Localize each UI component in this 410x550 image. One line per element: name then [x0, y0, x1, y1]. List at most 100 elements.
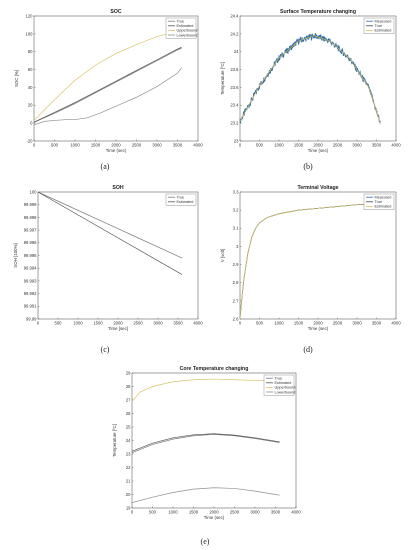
legend-entry: Lowerbound	[177, 33, 198, 37]
chart-title: Surface Temperature changing	[280, 9, 356, 15]
series-line-estimated	[131, 433, 280, 452]
x-tick-label: 1500	[294, 321, 304, 326]
x-axis-label: Time [sec]	[108, 326, 128, 331]
x-tick-label: 1000	[73, 321, 83, 326]
y-tick-label: 26	[126, 411, 131, 416]
y-tick-label: 100	[26, 31, 34, 36]
legend-entry: Measured	[375, 196, 392, 200]
x-tick-label: 0	[239, 321, 242, 326]
y-tick-label: 29	[126, 370, 131, 375]
legend-entry: Upperbound	[177, 29, 198, 33]
y-tick-label: 99.996	[24, 240, 37, 245]
x-tick-label: 0	[131, 510, 134, 515]
x-tick-label: 4000	[291, 510, 301, 515]
y-tick-label: 3.3	[233, 189, 239, 194]
legend-entry: Estimated	[177, 200, 194, 204]
y-tick-label: 25	[126, 424, 131, 429]
chart-terminal-voltage: Terminal Voltage 0 500 1000 1500 2000 2500 3000…	[220, 185, 401, 331]
x-tick-label: 3500	[173, 143, 183, 148]
y-tick-label: 99.998	[24, 215, 37, 220]
y-tick-label: 0	[30, 121, 33, 126]
y-tick-label: 99.99	[26, 316, 37, 321]
y-tick-label: 3.1	[233, 226, 239, 231]
chart-title: Core Temperature changing	[180, 366, 249, 372]
series-line-estimated	[37, 191, 183, 275]
y-tick-label: 40	[28, 85, 33, 90]
legend-entry: True	[177, 196, 185, 200]
y-tick-label: 23.6	[230, 85, 239, 90]
series-line-estimated	[33, 46, 182, 123]
chart-soh: SOH 0 500 1000 1500 2000 2500 3000 3500 4000 99.99…	[13, 185, 203, 331]
y-tick-label: 3.2	[233, 208, 239, 213]
y-tick-label: 20	[28, 103, 33, 108]
legend-entry: Estimated	[275, 381, 292, 385]
y-tick-label: 22	[126, 465, 131, 470]
y-tick-label: 23.4	[230, 103, 239, 108]
legend-box	[363, 17, 395, 34]
x-tick-label: 2000	[313, 321, 323, 326]
panel-d: Terminal Voltage 0 500 1000 1500 2000 2500 3000…	[220, 182, 401, 334]
x-tick-label: 4000	[391, 321, 401, 326]
y-tick-label: 99.992	[24, 291, 37, 296]
y-tick-label: 60	[28, 67, 33, 72]
y-tick-label: 23.8	[230, 67, 239, 72]
x-tick-label: 4000	[391, 143, 401, 148]
x-tick-label: 2500	[230, 510, 240, 515]
series-line-true	[33, 47, 182, 123]
x-tick-label: 3000	[153, 321, 163, 326]
x-tick-label: 2500	[333, 321, 343, 326]
y-tick-label: 120	[26, 13, 34, 18]
y-tick-label: 27	[126, 397, 131, 402]
x-tick-label: 500	[51, 143, 59, 148]
caption-e: (e)	[200, 537, 210, 546]
y-axis-label: SOC [%]	[14, 70, 19, 87]
legend-entry: Upperbound	[275, 386, 296, 390]
x-axis-label: Time (sec)	[106, 148, 127, 153]
x-tick-label: 500	[256, 143, 264, 148]
x-tick-label: 2500	[132, 143, 142, 148]
x-tick-label: 3500	[173, 321, 183, 326]
y-tick-label: 99.991	[24, 304, 37, 309]
series-line-estimated	[239, 202, 381, 320]
panel-c: SOH 0 500 1000 1500 2000 2500 3000 3500 4000 99.99…	[13, 182, 204, 334]
legend-entry: Lowerbound	[275, 390, 296, 394]
chart-surface-temperature: Surface Temperature changing 0 500 1000 1500…	[220, 9, 401, 153]
caption-c: (c)	[100, 345, 110, 354]
plot-area	[239, 191, 397, 320]
legend-entry: Estimated	[375, 205, 392, 209]
x-tick-label: 3000	[152, 143, 162, 148]
series-line-true	[37, 191, 183, 259]
y-tick-label: 99.999	[24, 202, 37, 207]
x-tick-label: 1500	[91, 143, 101, 148]
legend-entry: Measured	[375, 20, 392, 24]
y-tick-label: 23.2	[230, 121, 239, 126]
x-tick-label: 0	[37, 321, 40, 326]
x-tick-label: 1500	[189, 510, 199, 515]
x-tick-label: 4000	[193, 321, 203, 326]
plot-area	[37, 191, 199, 320]
y-tick-label: 2.7	[233, 298, 239, 303]
x-tick-label: 0	[33, 143, 36, 148]
legend-box	[263, 374, 295, 396]
x-tick-label: 0	[239, 143, 242, 148]
x-tick-label: 500	[149, 510, 157, 515]
legend-box	[165, 193, 197, 206]
x-tick-label: 4000	[193, 143, 203, 148]
y-tick-label: 99.994	[24, 266, 37, 271]
y-tick-label: 100	[30, 189, 38, 194]
y-tick-label: 24.4	[230, 13, 239, 18]
x-tick-label: 3500	[271, 510, 281, 515]
series-line-lowerbound	[131, 487, 280, 503]
y-tick-label: 24	[234, 49, 239, 54]
y-axis-label: V [volt]	[220, 249, 225, 262]
y-tick-label: 2.6	[233, 316, 239, 321]
legend-entry: True	[375, 200, 383, 204]
legend-box	[363, 193, 395, 210]
y-tick-label: 99.997	[24, 228, 37, 233]
legend-box	[165, 17, 197, 39]
y-tick-label: 24.2	[230, 31, 239, 36]
x-tick-label: 3500	[372, 143, 382, 148]
y-axis-label: Temperature [ºC]	[220, 62, 225, 95]
